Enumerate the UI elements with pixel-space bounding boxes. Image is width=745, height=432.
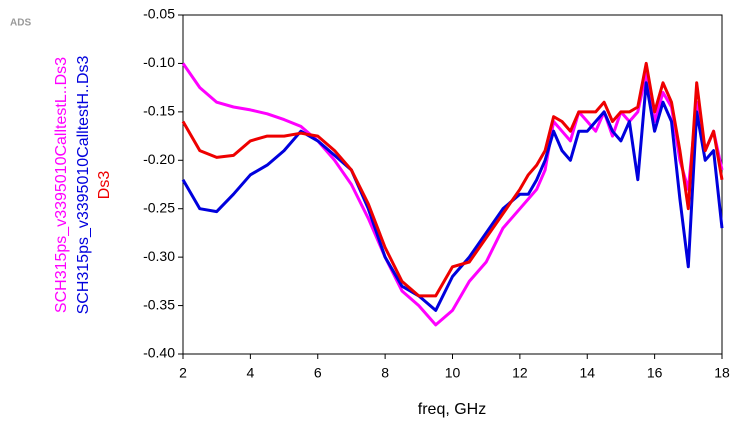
watermark: ADS [10, 18, 31, 29]
y-tick-label: -0.30 [143, 248, 175, 264]
y-tick-label: -0.10 [143, 54, 175, 70]
x-tick-label: 12 [512, 365, 528, 381]
x-tick-label: 8 [381, 365, 389, 381]
y-tick-label: -0.15 [143, 103, 175, 119]
legend-label: Ds3 [96, 171, 113, 200]
plot-frame [182, 14, 723, 355]
legend-label: SCH315ps_v3395010CalltestL..Ds3 [53, 57, 70, 313]
legend-label: SCH315ps_v3395010CalltestH..Ds3 [75, 55, 92, 314]
x-tick-label: 6 [314, 365, 322, 381]
x-tick-label: 2 [179, 365, 187, 381]
y-tick-label: -0.40 [143, 345, 175, 361]
x-tick-label: 18 [714, 365, 730, 381]
series-line [181, 61, 724, 298]
y-tick-label: -0.05 [143, 6, 175, 22]
series-line [181, 62, 724, 327]
x-tick-label: 16 [647, 365, 663, 381]
x-tick-label: 10 [445, 365, 461, 381]
y-tick-label: -0.35 [143, 296, 175, 312]
x-tick-label: 4 [246, 365, 254, 381]
x-tick-label: 14 [579, 365, 595, 381]
y-tick-label: -0.25 [143, 199, 175, 215]
y-tick-label: -0.20 [143, 151, 175, 167]
series-line [181, 81, 724, 312]
x-axis-label: freq, GHz [418, 401, 486, 418]
